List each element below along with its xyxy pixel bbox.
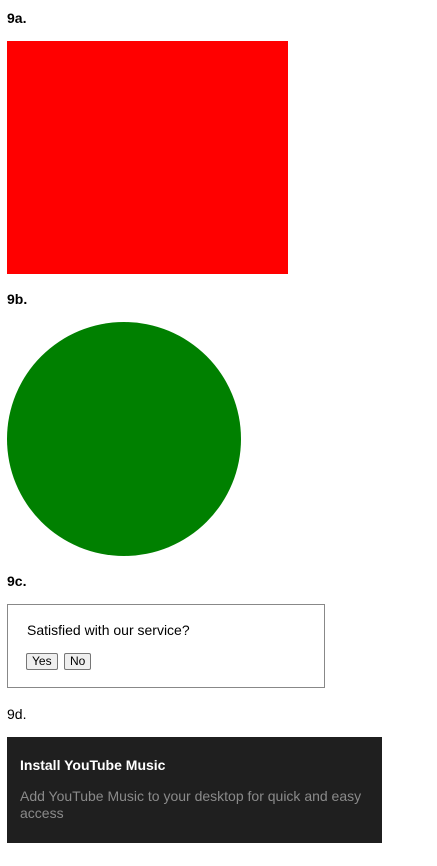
red-square: [7, 41, 288, 274]
no-button[interactable]: No: [64, 653, 92, 670]
section-label-9b: 9b.: [7, 291, 28, 307]
survey-question: Satisfied with our service?: [27, 622, 190, 638]
section-label-9d: 9d.: [7, 706, 27, 722]
install-app-banner: Install YouTube Music Add YouTube Music …: [7, 737, 382, 843]
install-banner-title: Install YouTube Music: [20, 757, 166, 773]
install-banner-description: Add YouTube Music to your desktop for qu…: [20, 788, 362, 821]
green-circle: [7, 322, 241, 556]
section-label-9a: 9a.: [7, 10, 27, 26]
section-label-9c: 9c.: [7, 573, 27, 589]
satisfaction-survey: Satisfied with our service? Yes No: [7, 604, 325, 688]
yes-button[interactable]: Yes: [26, 653, 58, 670]
